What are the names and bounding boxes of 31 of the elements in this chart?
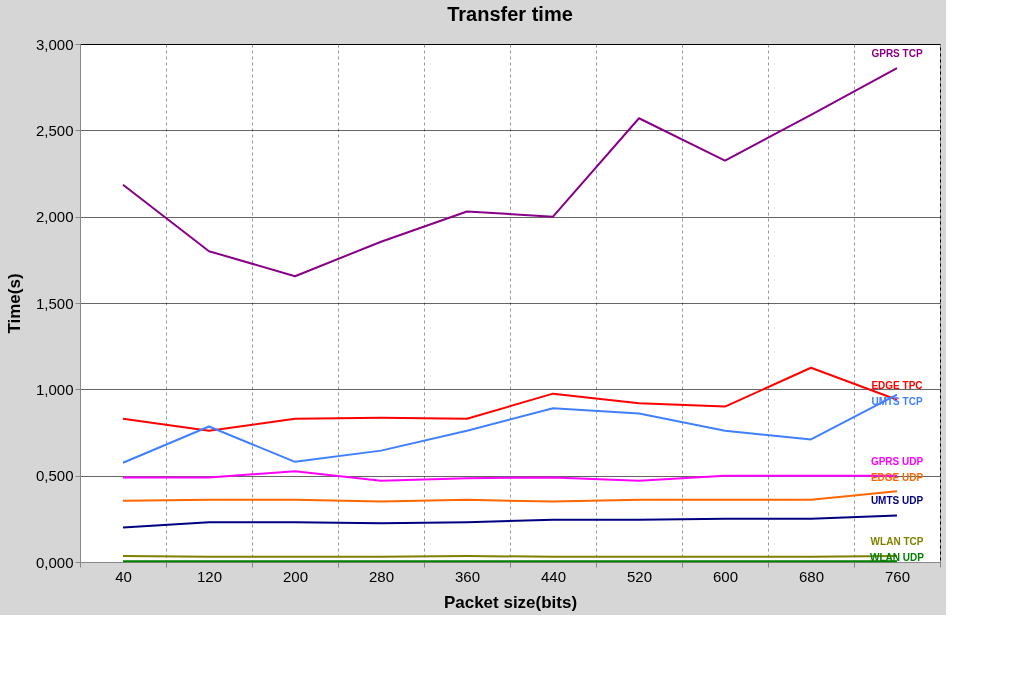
line-series <box>122 67 898 278</box>
series-label: GPRS UDP <box>870 455 924 467</box>
y-tick-label: 0,000 <box>35 553 74 571</box>
x-tick-label: 680 <box>798 567 825 585</box>
x-axis-title: Packet size(bits) <box>443 592 578 612</box>
y-tick-label: 2,500 <box>35 121 74 139</box>
y-axis-title: Time(s) <box>4 273 24 334</box>
y-tick-label: 0,500 <box>35 467 74 485</box>
line-series <box>122 393 898 464</box>
y-tick-label: 3,000 <box>35 35 74 53</box>
x-tick-label: 200 <box>282 567 309 585</box>
series-label: GPRS TCP <box>871 48 923 60</box>
line-series <box>122 514 898 529</box>
series-label: EDGE TPC <box>871 379 923 391</box>
x-tick-label: 360 <box>454 567 481 585</box>
chart-title: Transfer time <box>447 3 573 25</box>
y-tick-label: 1,000 <box>35 380 74 398</box>
x-tick-label: 760 <box>884 567 911 585</box>
y-tick-label: 1,500 <box>35 294 74 312</box>
line-series <box>122 490 898 503</box>
x-tick-label: 520 <box>626 567 653 585</box>
x-tick-label: 40 <box>115 567 132 585</box>
y-tick-label: 2,000 <box>35 208 74 226</box>
series-label: WLAN TCP <box>870 535 924 547</box>
line-series <box>122 366 898 432</box>
series-label: UMTS UDP <box>870 495 924 507</box>
x-tick-label: 440 <box>540 567 567 585</box>
x-tick-label: 120 <box>196 567 223 585</box>
x-tick-label: 600 <box>712 567 739 585</box>
x-tick-label: 280 <box>368 567 395 585</box>
line-series <box>122 470 898 482</box>
